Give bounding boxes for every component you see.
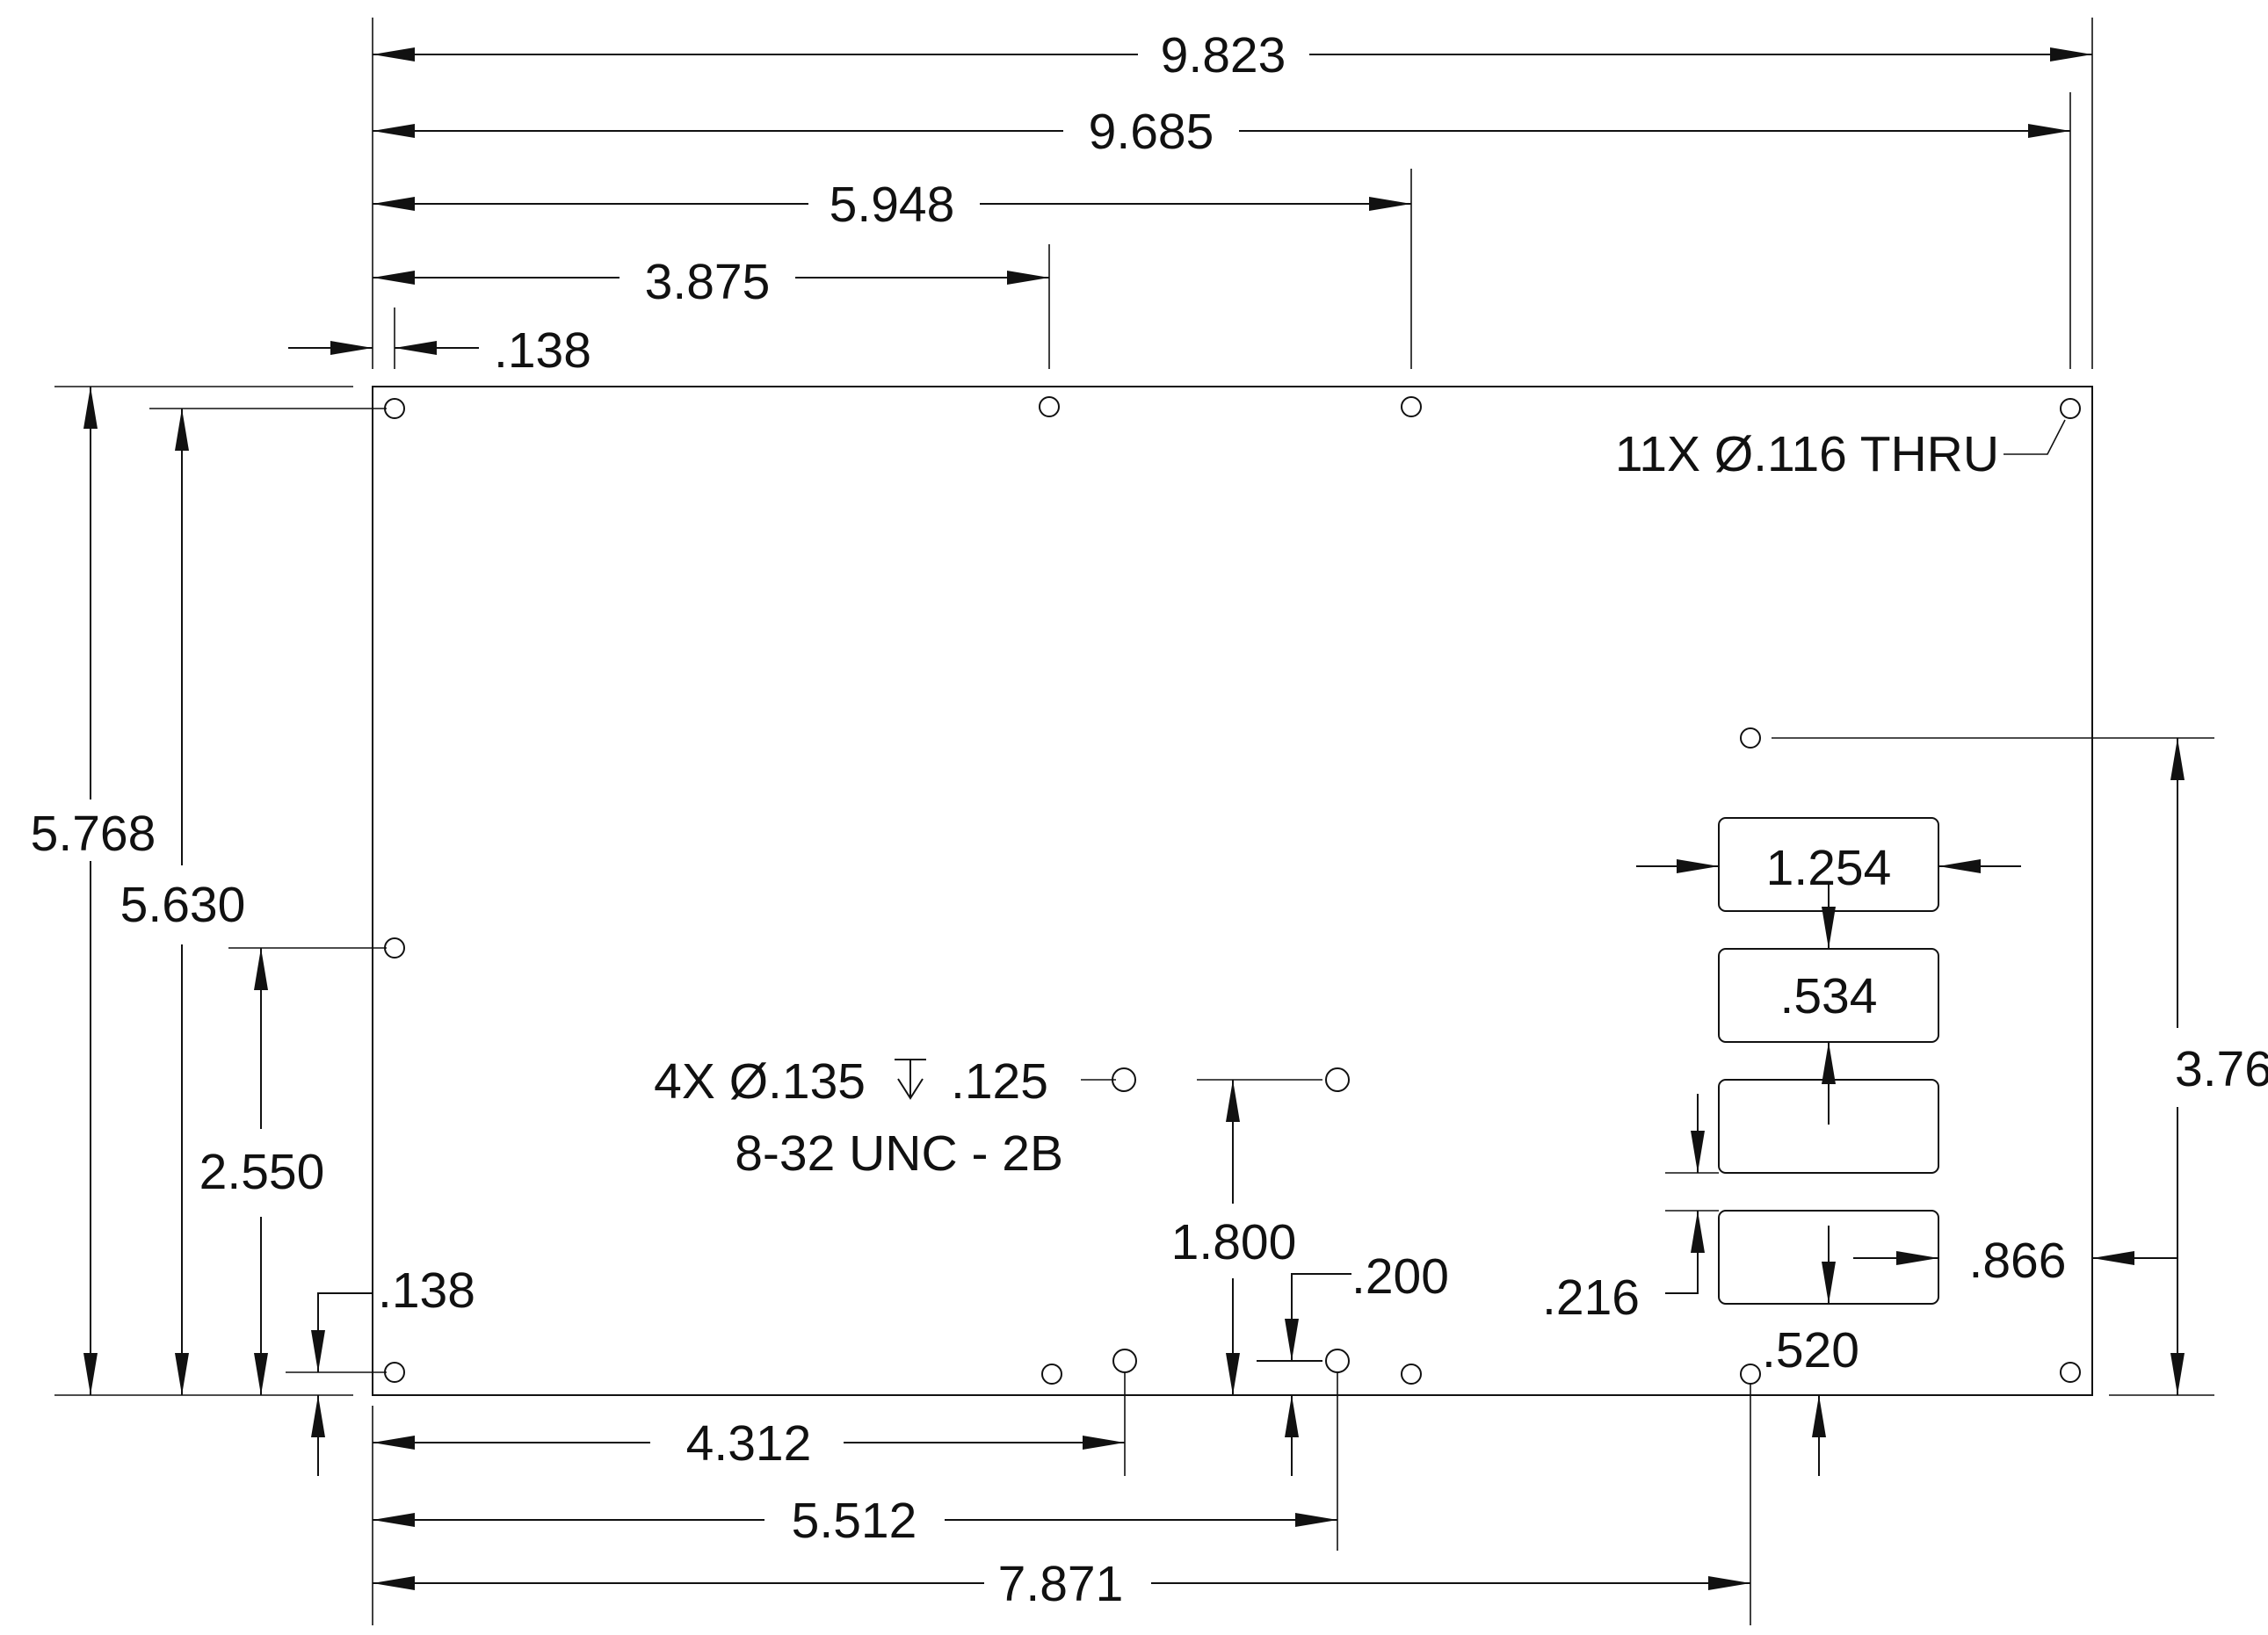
thru-hole-callout: 11X Ø.116 THRU <box>1615 426 1999 482</box>
thru-holes <box>384 396 2081 1385</box>
dim-1800: 1.800 <box>1171 1214 1297 1270</box>
bottom-dimensions: 4.312 5.512 7.871 1.800 .200 .520 <box>373 1080 1859 1612</box>
tapped-callout-thread: 8-32 UNC - 2B <box>735 1125 1063 1182</box>
tapped-callout-prefix: 4X Ø.135 <box>654 1053 866 1110</box>
dim-5768: 5.768 <box>31 806 156 862</box>
tapped-hole <box>1325 1067 1350 1092</box>
hole <box>1740 727 1761 749</box>
dim-866: .866 <box>1969 1233 2067 1289</box>
dim-216: .216 <box>1542 1270 1640 1326</box>
tapped-hole <box>1112 1349 1137 1373</box>
connector-dimensions: 1.254 .534 <box>1636 840 2021 1304</box>
hole <box>2060 398 2081 419</box>
hole <box>2060 1362 2081 1383</box>
tapped-holes <box>1112 1067 1350 1373</box>
dim-9823: 9.823 <box>1161 27 1286 83</box>
hole <box>384 1362 405 1383</box>
hole <box>384 398 405 419</box>
dim-9685: 9.685 <box>1089 104 1214 160</box>
dim-200: .200 <box>1351 1248 1449 1305</box>
dim-5948: 5.948 <box>830 177 955 233</box>
dim-138-top: .138 <box>494 322 591 379</box>
dim-4312: 4.312 <box>686 1415 812 1472</box>
hole <box>1401 1364 1422 1385</box>
dim-520: .520 <box>1762 1322 1859 1378</box>
tapped-callout-depth: .125 <box>951 1053 1048 1110</box>
left-dimensions: 5.768 5.630 2.550 .138 <box>31 387 475 1476</box>
dim-5512: 5.512 <box>792 1493 917 1549</box>
right-dimensions: 3.762 .866 .216 <box>1542 738 2268 1395</box>
extension-lines <box>54 18 2214 1625</box>
hole <box>1401 396 1422 417</box>
hole <box>1740 1364 1761 1385</box>
hole <box>384 937 405 959</box>
hole <box>1039 396 1060 417</box>
tapped-hole-note: 4X Ø.135 .125 8-32 UNC - 2B <box>654 1053 1063 1182</box>
dim-3762: 3.762 <box>2175 1041 2268 1097</box>
dim-7871: 7.871 <box>998 1556 1124 1612</box>
hole <box>1041 1364 1062 1385</box>
depth-icon <box>895 1059 926 1100</box>
top-dimensions: 9.823 9.685 5.948 3.875 .138 <box>288 27 2092 379</box>
tapped-hole <box>1325 1349 1350 1373</box>
dim-5630: 5.630 <box>120 877 246 933</box>
dim-138-left: .138 <box>378 1262 475 1319</box>
thru-hole-note: 11X Ø.116 THRU <box>1615 426 1999 482</box>
dim-534: .534 <box>1780 968 1878 1024</box>
dim-3875: 3.875 <box>645 254 771 310</box>
dim-2550: 2.550 <box>199 1144 325 1200</box>
